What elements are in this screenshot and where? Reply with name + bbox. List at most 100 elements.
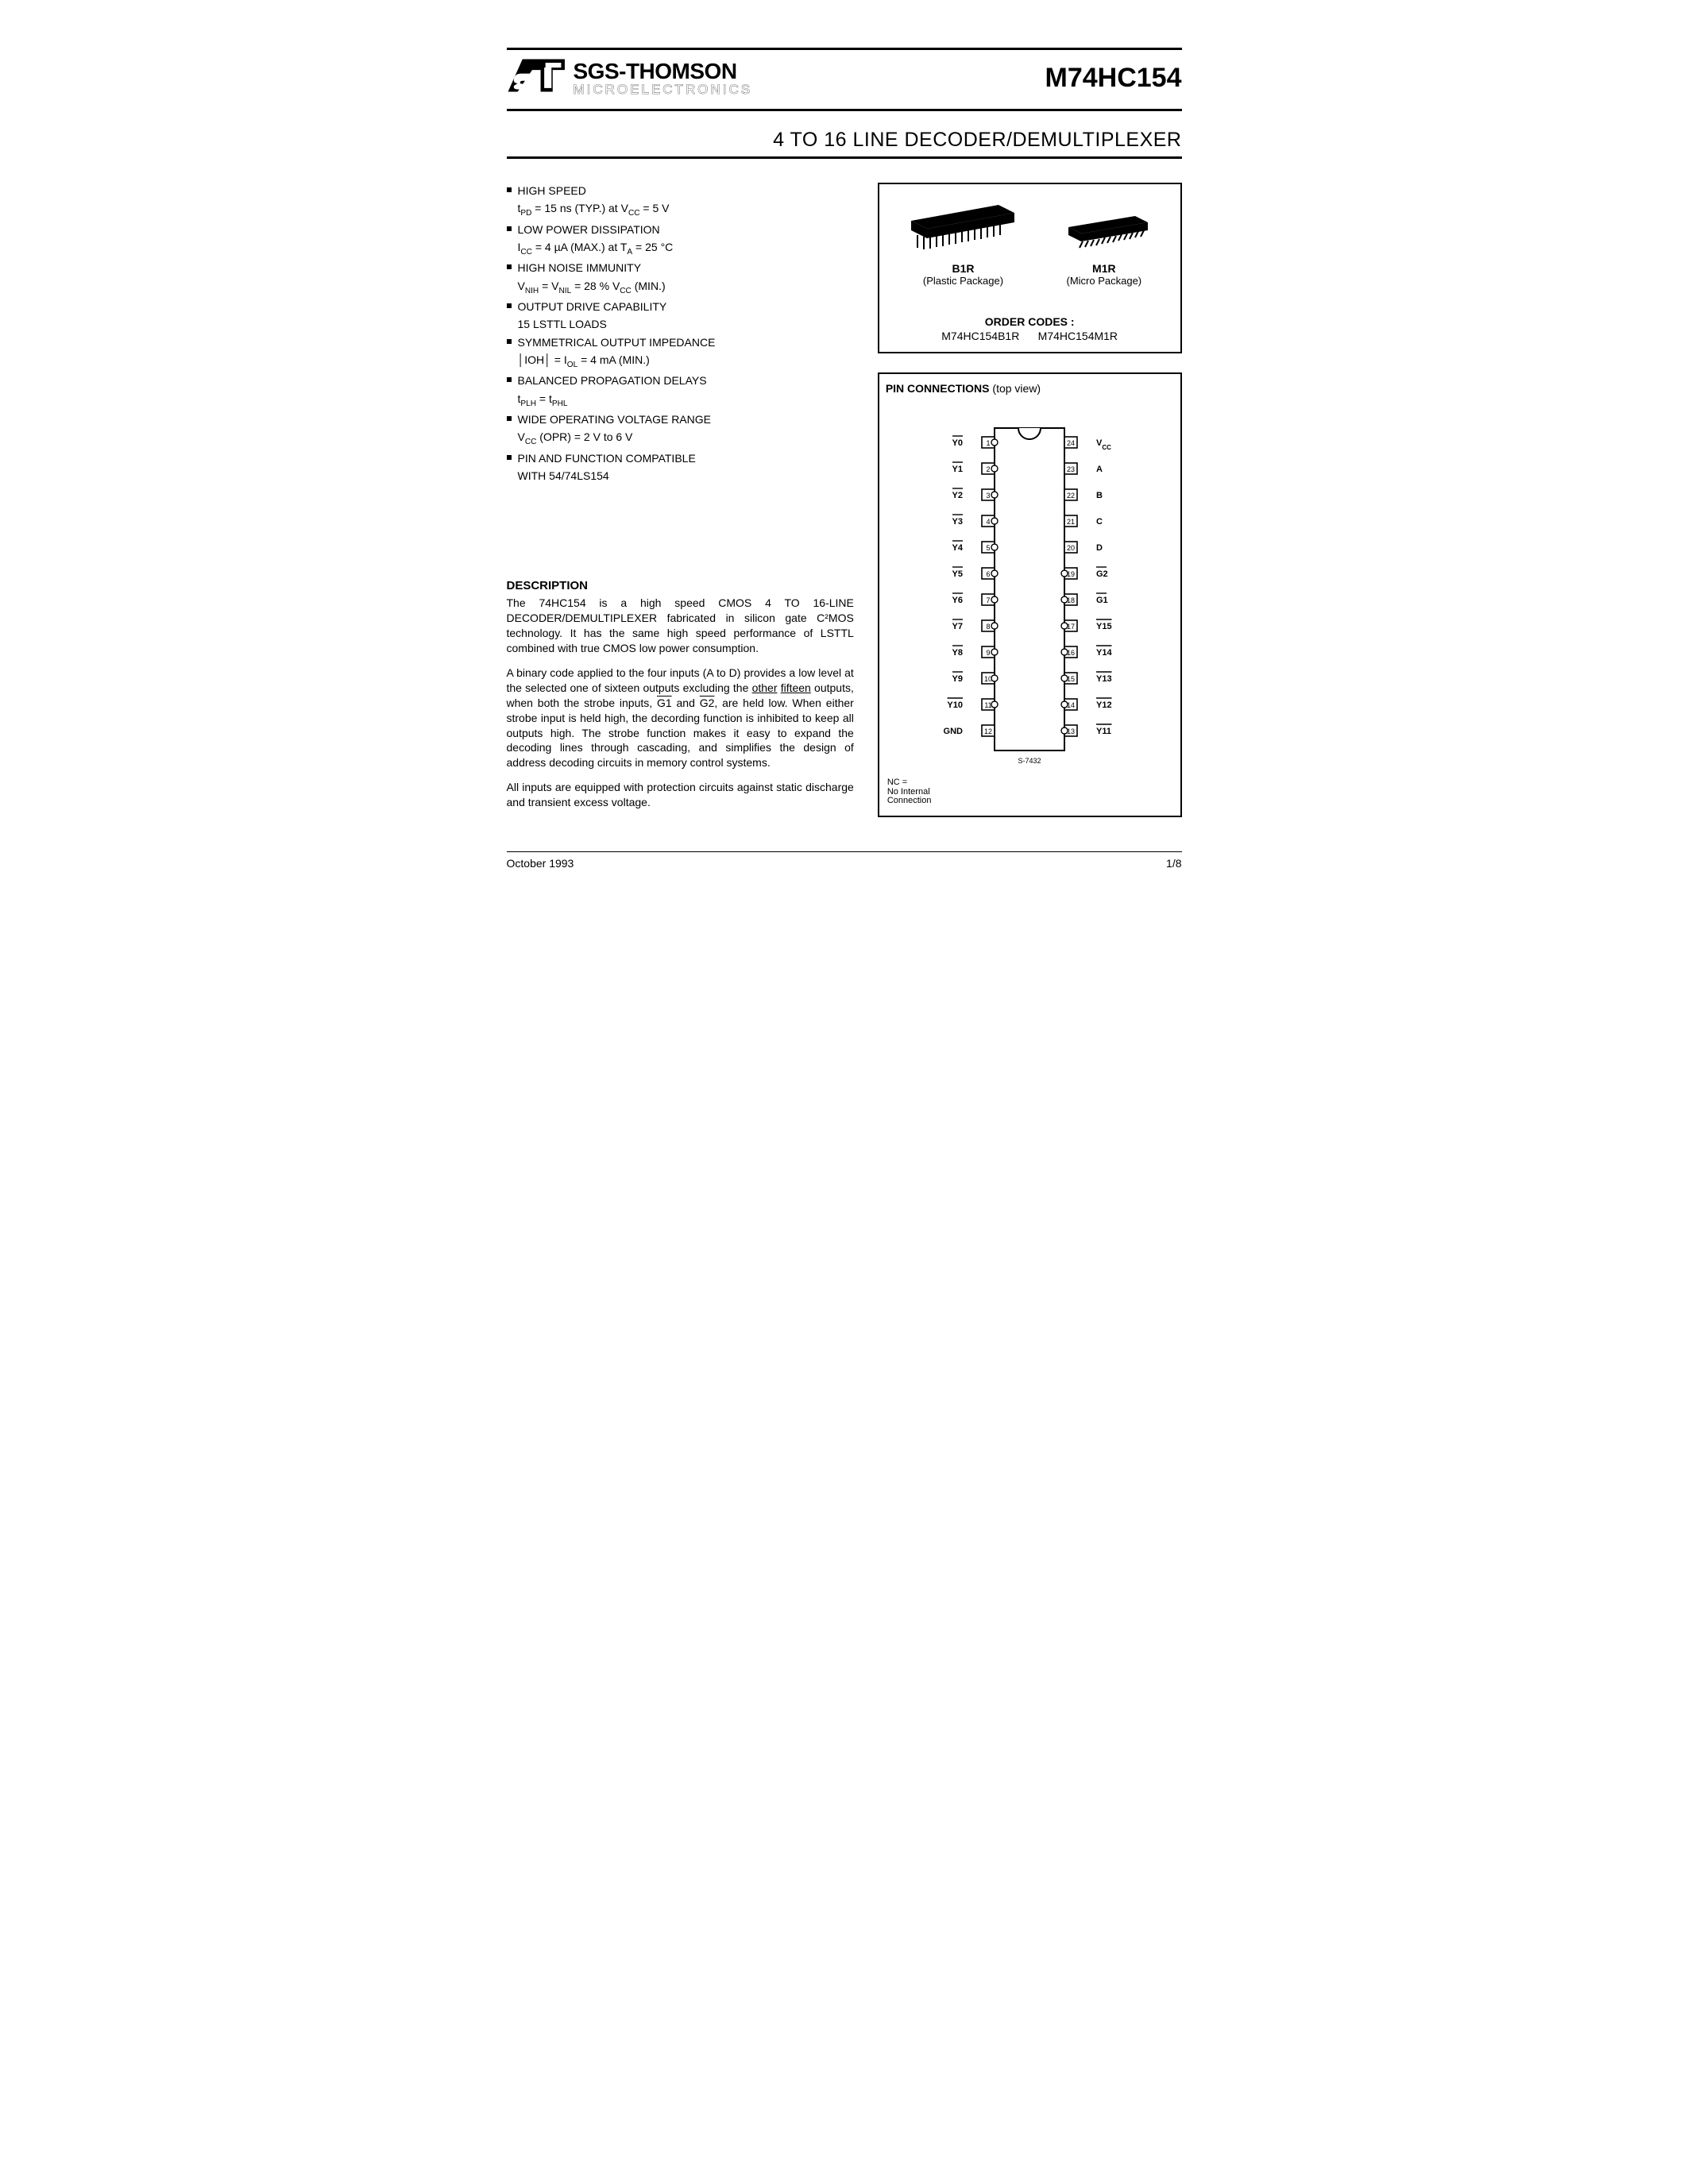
package-row: B1R (Plastic Package)	[889, 199, 1171, 287]
company-logo-block: SGS-THOMSON MICROELECTRONICS	[507, 56, 753, 99]
svg-text:11: 11	[984, 701, 991, 709]
svg-text:23: 23	[1067, 465, 1075, 473]
description-p1: The 74HC154 is a high speed CMOS 4 TO 16…	[507, 596, 854, 656]
svg-text:Y15: Y15	[1096, 622, 1112, 631]
nc-note: NC = No Internal Connection	[887, 778, 932, 806]
title-rule	[507, 156, 1182, 159]
svg-text:12: 12	[984, 727, 992, 735]
svg-text:G2: G2	[1096, 569, 1108, 579]
svg-text:VCC: VCC	[1096, 438, 1111, 451]
svg-text:8: 8	[987, 623, 991, 631]
feature-item: BALANCED PROPAGATION DELAYS	[507, 372, 854, 388]
description-p2: A binary code applied to the four inputs…	[507, 666, 854, 770]
st-logo-icon	[507, 56, 567, 99]
content-columns: HIGH SPEEDtPD = 15 ns (TYP.) at VCC = 5 …	[507, 183, 1182, 820]
feature-item: HIGH NOISE IMMUNITY	[507, 260, 854, 276]
package-dip-desc: (Plastic Package)	[903, 275, 1022, 287]
pin-connections-header: PIN CONNECTIONS (top view)	[886, 382, 1174, 395]
feature-item: HIGH SPEED	[507, 183, 854, 199]
package-soic-code: M1R	[1053, 262, 1156, 275]
svg-text:2: 2	[987, 465, 991, 473]
svg-text:Y2: Y2	[952, 491, 963, 500]
svg-text:21: 21	[1067, 518, 1075, 526]
svg-text:Y0: Y0	[952, 438, 963, 448]
package-box: B1R (Plastic Package)	[878, 183, 1182, 353]
feature-item: LOW POWER DISSIPATION	[507, 222, 854, 237]
page-footer: October 1993 1/8	[507, 851, 1182, 870]
svg-text:1: 1	[987, 439, 991, 447]
svg-text:Y3: Y3	[952, 517, 963, 527]
left-column: HIGH SPEEDtPD = 15 ns (TYP.) at VCC = 5 …	[507, 183, 854, 820]
svg-text:Y5: Y5	[952, 569, 963, 579]
feature-item: 15 LSTTL LOADS	[507, 316, 854, 332]
order-code-right: M74HC154M1R	[1038, 330, 1118, 342]
feature-item: OUTPUT DRIVE CAPABILITY	[507, 299, 854, 314]
svg-text:B: B	[1096, 491, 1103, 500]
soic-package-icon	[1053, 210, 1156, 257]
feature-item: tPLH = tPHL	[507, 391, 854, 410]
svg-text:Y6: Y6	[952, 596, 963, 605]
package-dip: B1R (Plastic Package)	[903, 199, 1022, 287]
svg-text:Y8: Y8	[952, 648, 963, 658]
dip-package-icon	[903, 199, 1022, 257]
svg-text:A: A	[1096, 465, 1103, 474]
order-code-left: M74HC154B1R	[941, 330, 1019, 342]
feature-item: VNIH = VNIL = 28 % VCC (MIN.)	[507, 278, 854, 297]
svg-text:3: 3	[987, 492, 991, 500]
svg-text:Y7: Y7	[952, 622, 963, 631]
svg-text:4: 4	[987, 518, 991, 526]
header-row: SGS-THOMSON MICROELECTRONICS M74HC154	[507, 56, 1182, 109]
pinout-diagram: 1Y02Y13Y24Y35Y46Y57Y68Y79Y810Y911Y1012GN…	[910, 409, 1149, 766]
svg-text:Y1: Y1	[952, 465, 963, 474]
svg-text:6: 6	[987, 570, 991, 578]
svg-text:22: 22	[1067, 492, 1075, 500]
feature-list: HIGH SPEEDtPD = 15 ns (TYP.) at VCC = 5 …	[507, 183, 854, 484]
svg-text:9: 9	[987, 649, 991, 657]
top-rule	[507, 48, 1182, 50]
feature-item: tPD = 15 ns (TYP.) at VCC = 5 V	[507, 200, 854, 219]
svg-text:Y11: Y11	[1096, 727, 1111, 736]
feature-item: SYMMETRICAL OUTPUT IMPEDANCE	[507, 334, 854, 350]
svg-text:GND: GND	[944, 727, 964, 736]
brand-sub: MICROELECTRONICS	[574, 83, 753, 96]
svg-text:C: C	[1096, 517, 1103, 527]
order-codes-header: ORDER CODES :	[889, 315, 1171, 328]
right-column: B1R (Plastic Package)	[878, 183, 1182, 820]
feature-item: VCC (OPR) = 2 V to 6 V	[507, 429, 854, 448]
feature-item: ICC = 4 µA (MAX.) at TA = 25 °C	[507, 239, 854, 258]
svg-text:D: D	[1096, 543, 1103, 553]
feature-item: WIDE OPERATING VOLTAGE RANGE	[507, 411, 854, 427]
svg-text:Y14: Y14	[1096, 648, 1112, 658]
order-codes: ORDER CODES : M74HC154B1R M74HC154M1R	[889, 315, 1171, 342]
svg-text:Y13: Y13	[1096, 674, 1112, 684]
package-soic: M1R (Micro Package)	[1053, 210, 1156, 287]
description-heading: DESCRIPTION	[507, 579, 854, 592]
datasheet-page: SGS-THOMSON MICROELECTRONICS M74HC154 4 …	[447, 0, 1242, 893]
package-soic-desc: (Micro Package)	[1053, 275, 1156, 287]
feature-item: │IOH│ = IOL = 4 mA (MIN.)	[507, 352, 854, 371]
pin-header-plain: (top view)	[990, 382, 1041, 395]
svg-text:S-7432: S-7432	[1018, 757, 1041, 765]
pin-header-bold: PIN CONNECTIONS	[886, 382, 990, 395]
svg-text:G1: G1	[1096, 596, 1108, 605]
svg-text:20: 20	[1067, 544, 1075, 552]
part-number: M74HC154	[1045, 63, 1182, 94]
description-p3: All inputs are equipped with protection …	[507, 780, 854, 810]
svg-text:7: 7	[987, 596, 991, 604]
svg-text:Y4: Y4	[952, 543, 964, 553]
svg-text:24: 24	[1067, 439, 1075, 447]
svg-text:5: 5	[987, 544, 991, 552]
feature-item: PIN AND FUNCTION COMPATIBLE	[507, 450, 854, 466]
pin-connections-box: PIN CONNECTIONS (top view) 1Y02Y13Y24Y35…	[878, 372, 1182, 817]
footer-page: 1/8	[1166, 857, 1181, 870]
package-dip-code: B1R	[903, 262, 1022, 275]
svg-text:Y10: Y10	[948, 700, 964, 710]
feature-item: WITH 54/74LS154	[507, 468, 854, 484]
page-title: 4 TO 16 LINE DECODER/DEMULTIPLEXER	[507, 111, 1182, 156]
footer-date: October 1993	[507, 857, 574, 870]
brand-text-block: SGS-THOMSON MICROELECTRONICS	[574, 60, 753, 96]
brand-main: SGS-THOMSON	[574, 60, 753, 83]
svg-text:Y12: Y12	[1096, 700, 1112, 710]
order-codes-values: M74HC154B1R M74HC154M1R	[889, 330, 1171, 342]
svg-text:Y9: Y9	[952, 674, 963, 684]
